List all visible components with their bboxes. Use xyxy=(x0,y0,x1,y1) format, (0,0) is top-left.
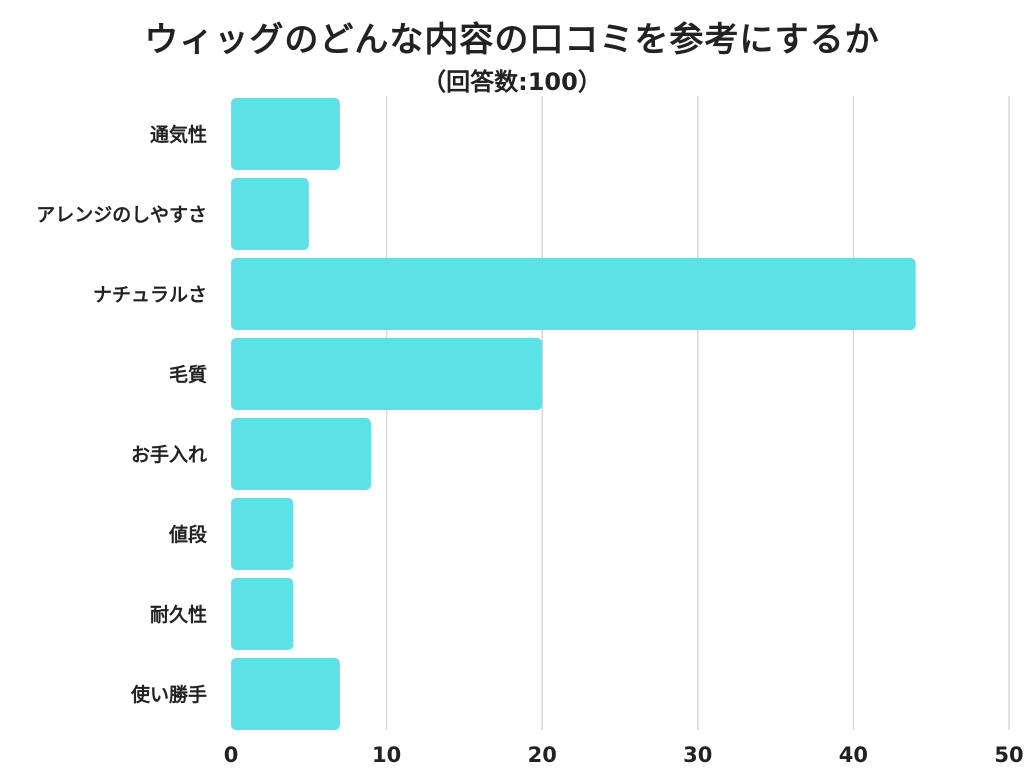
bar xyxy=(231,498,294,570)
bars xyxy=(231,98,916,730)
bar xyxy=(231,338,543,410)
category-label: 耐久性 xyxy=(150,603,207,626)
x-tick-label: 50 xyxy=(994,743,1023,767)
bar xyxy=(231,578,294,650)
x-tick-label: 30 xyxy=(683,743,712,767)
bar xyxy=(231,178,309,250)
bar xyxy=(231,418,372,490)
category-label: 使い勝手 xyxy=(130,683,207,706)
category-label: 通気性 xyxy=(150,123,207,146)
x-axis-tick-labels: 0 10 20 30 40 50 xyxy=(224,743,1024,767)
x-tick-label: 40 xyxy=(839,743,868,767)
chart-title: ウィッグのどんな内容の口コミを参考にするか xyxy=(144,20,880,60)
bar xyxy=(231,258,916,330)
grid-lines xyxy=(385,96,1010,730)
x-tick-label: 10 xyxy=(372,743,401,767)
category-label: 値段 xyxy=(168,523,208,546)
bar xyxy=(231,658,340,730)
chart-subtitle: （回答数:100） xyxy=(422,68,602,96)
category-label: ナチュラルさ xyxy=(93,284,207,306)
x-tick-label: 20 xyxy=(528,743,557,767)
category-label: お手入れ xyxy=(131,443,207,466)
category-label: 毛質 xyxy=(169,363,207,386)
category-label: アレンジのしやすさ xyxy=(36,204,207,226)
x-tick-label: 0 xyxy=(224,743,239,767)
bar xyxy=(231,98,340,170)
